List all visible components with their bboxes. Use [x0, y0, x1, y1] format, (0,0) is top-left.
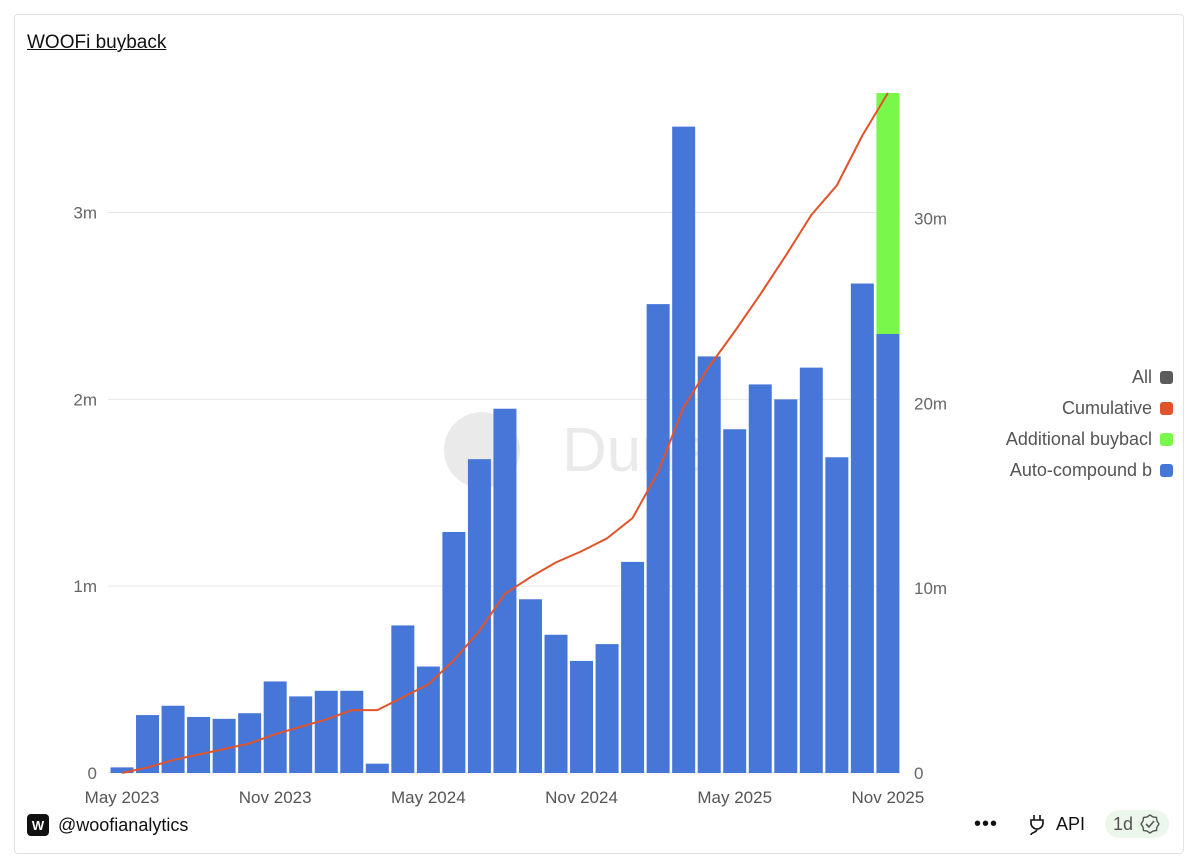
bar — [672, 126, 696, 774]
api-label: API — [1055, 813, 1085, 834]
bar — [570, 660, 594, 773]
legend-swatch — [1160, 464, 1173, 477]
bar — [493, 408, 517, 773]
bar — [518, 599, 542, 773]
bar — [212, 718, 236, 773]
bar — [748, 384, 772, 773]
x-tick-label: May 2025 — [697, 788, 772, 807]
bar — [646, 304, 670, 773]
y-right-tick-label: 30m — [914, 210, 947, 229]
y-left-tick-label: 3m — [73, 204, 97, 223]
bar — [774, 399, 798, 773]
bar — [110, 767, 134, 773]
footer-author[interactable]: W @woofianalytics — [27, 814, 188, 836]
x-tick-label: Nov 2025 — [852, 788, 925, 807]
bar — [442, 532, 466, 773]
bar — [416, 666, 440, 773]
bar — [340, 690, 364, 773]
legend-item-additional[interactable]: Additional buybacl — [1006, 424, 1173, 455]
legend-label: Cumulative — [1061, 398, 1152, 418]
bar — [621, 561, 645, 773]
legend-item-auto-compound[interactable]: Auto-compound b — [1006, 455, 1173, 486]
bar — [723, 429, 747, 773]
y-right-tick-label: 0 — [914, 764, 923, 783]
footer-tools: ••• API 1d — [974, 810, 1169, 838]
bar — [876, 93, 900, 334]
legend-label: Auto-compound b — [1009, 460, 1152, 480]
legend-label: Additional buybacl — [1005, 429, 1152, 449]
bar — [876, 333, 900, 773]
refresh-badge[interactable]: 1d — [1104, 810, 1169, 838]
woofi-logo-icon: W — [27, 814, 49, 836]
cumulative-line — [121, 92, 889, 774]
legend-swatch — [1160, 371, 1173, 384]
bar — [595, 644, 619, 773]
legend-swatch — [1160, 433, 1173, 446]
bar — [161, 705, 185, 773]
legend-item-all[interactable]: All — [1006, 362, 1173, 393]
y-left-tick-label: 1m — [73, 577, 97, 596]
bar — [187, 716, 211, 773]
bar — [825, 457, 849, 773]
bar — [391, 625, 415, 773]
x-tick-label: Nov 2023 — [239, 788, 312, 807]
refresh-interval: 1d — [1112, 813, 1133, 834]
bar — [850, 283, 874, 773]
y-left-tick-label: 0 — [88, 764, 97, 783]
legend-label: All — [1131, 367, 1152, 387]
bar — [365, 763, 389, 773]
x-tick-label: Nov 2024 — [545, 788, 618, 807]
bar — [697, 356, 721, 773]
legend: All Cumulative Additional buybacl Auto-c… — [1006, 362, 1173, 486]
chart-card — [14, 14, 1184, 854]
bar — [136, 715, 160, 773]
bar — [289, 696, 313, 773]
bar — [467, 459, 491, 773]
x-tick-label: May 2024 — [391, 788, 466, 807]
api-button[interactable]: API — [1026, 812, 1085, 836]
bar — [263, 681, 287, 773]
bar — [799, 367, 823, 773]
x-tick-label: May 2023 — [85, 788, 160, 807]
legend-item-cumulative[interactable]: Cumulative — [1006, 393, 1173, 424]
more-options-icon[interactable]: ••• — [973, 812, 998, 835]
legend-swatch — [1160, 402, 1173, 415]
y-right-tick-label: 10m — [914, 579, 947, 598]
author-handle[interactable]: @woofianalytics — [58, 814, 189, 835]
verified-check-icon — [1140, 814, 1160, 834]
y-right-tick-label: 20m — [914, 394, 947, 413]
plug-icon — [1030, 815, 1044, 836]
chart-title[interactable]: WOOFi buyback — [27, 32, 167, 53]
bar — [314, 690, 338, 773]
y-left-tick-label: 2m — [73, 390, 97, 409]
bar — [544, 634, 568, 773]
